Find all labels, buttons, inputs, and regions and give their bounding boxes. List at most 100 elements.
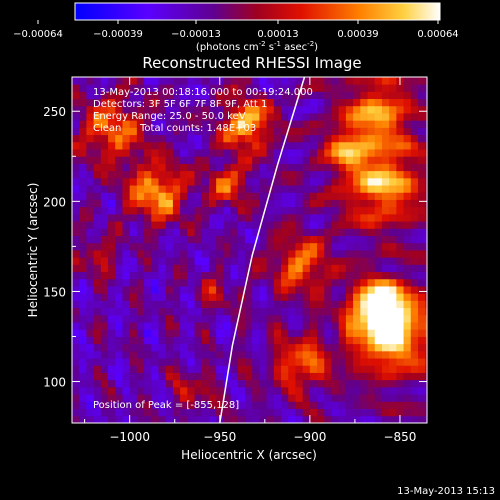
image-pixel <box>79 278 87 287</box>
image-pixel <box>201 127 210 136</box>
image-pixel <box>360 206 368 215</box>
image-pixel <box>295 84 304 92</box>
image-pixel <box>367 177 376 186</box>
image-pixel <box>216 350 224 359</box>
image-pixel <box>281 221 289 229</box>
image-pixel <box>194 149 203 157</box>
image-pixel <box>281 278 289 287</box>
image-pixel <box>180 293 188 301</box>
image-pixel <box>381 185 390 193</box>
image-pixel <box>353 91 361 100</box>
image-pixel <box>252 286 260 294</box>
image-pixel <box>389 250 397 258</box>
image-pixel <box>129 163 138 172</box>
image-pixel <box>208 365 217 373</box>
image-pixel <box>115 98 123 107</box>
peak-position-label: Position of Peak = [-855,128] <box>93 400 239 411</box>
image-pixel <box>324 372 332 381</box>
image-pixel <box>295 293 304 301</box>
image-pixel <box>281 91 289 100</box>
image-pixel <box>72 401 80 409</box>
image-pixel <box>410 365 419 373</box>
image-pixel <box>410 170 419 179</box>
image-pixel <box>360 415 368 423</box>
image-pixel <box>230 386 239 395</box>
image-pixel <box>93 77 102 85</box>
image-pixel <box>338 77 347 85</box>
image-pixel <box>151 386 159 395</box>
image-pixel <box>100 415 109 423</box>
image-pixel <box>389 264 397 273</box>
image-pixel <box>389 192 397 200</box>
image-pixel <box>208 278 217 287</box>
image-pixel <box>252 141 260 150</box>
image-pixel <box>93 257 102 265</box>
image-pixel <box>144 250 152 258</box>
image-pixel <box>417 235 426 244</box>
image-pixel <box>172 278 181 287</box>
image-pixel <box>266 149 275 157</box>
image-pixel <box>93 242 102 251</box>
image-pixel <box>158 336 167 345</box>
image-pixel <box>317 98 325 107</box>
image-pixel <box>201 257 210 265</box>
image-pixel <box>172 257 181 265</box>
image-pixel <box>360 386 368 395</box>
image-pixel <box>244 91 253 100</box>
image-pixel <box>100 206 109 215</box>
image-pixel <box>367 322 376 330</box>
image-pixel <box>252 113 260 121</box>
image-pixel <box>381 401 390 409</box>
image-pixel <box>144 257 152 265</box>
image-pixel <box>180 235 188 244</box>
image-pixel <box>417 199 426 208</box>
image-pixel <box>79 213 87 222</box>
image-pixel <box>100 343 109 352</box>
image-pixel <box>100 401 109 409</box>
image-pixel <box>266 401 275 409</box>
image-pixel <box>367 286 376 294</box>
image-pixel <box>72 372 80 381</box>
image-pixel <box>86 278 95 287</box>
image-pixel <box>208 271 217 280</box>
image-pixel <box>389 307 397 316</box>
image-pixel <box>100 322 109 330</box>
image-pixel <box>100 98 109 107</box>
image-pixel <box>108 286 116 294</box>
image-pixel <box>425 149 427 157</box>
image-pixel <box>79 257 87 265</box>
image-pixel <box>302 401 311 409</box>
image-pixel <box>259 322 268 330</box>
image-pixel <box>273 379 282 388</box>
image-pixel <box>180 242 188 251</box>
image-pixel <box>309 250 318 258</box>
image-pixel <box>151 177 159 186</box>
image-pixel <box>338 350 347 359</box>
image-pixel <box>389 134 397 143</box>
image-pixel <box>396 84 404 92</box>
image-pixel <box>403 177 412 186</box>
image-pixel <box>273 307 282 316</box>
image-pixel <box>100 350 109 359</box>
image-pixel <box>360 350 368 359</box>
image-pixel <box>165 134 174 143</box>
image-pixel <box>122 134 131 143</box>
image-pixel <box>187 386 195 395</box>
image-pixel <box>425 105 427 114</box>
image-pixel <box>259 98 268 107</box>
image-pixel <box>122 314 131 323</box>
image-pixel <box>425 293 427 301</box>
image-pixel <box>338 213 347 222</box>
image-pixel <box>100 199 109 208</box>
image-pixel <box>317 199 325 208</box>
image-pixel <box>72 271 80 280</box>
image-pixel <box>165 120 174 128</box>
image-pixel <box>187 314 195 323</box>
image-pixel <box>302 156 311 164</box>
image-pixel <box>115 228 123 236</box>
image-pixel <box>230 221 239 229</box>
image-pixel <box>136 134 145 143</box>
image-pixel <box>353 221 361 229</box>
image-pixel <box>136 127 145 136</box>
image-pixel <box>360 141 368 150</box>
